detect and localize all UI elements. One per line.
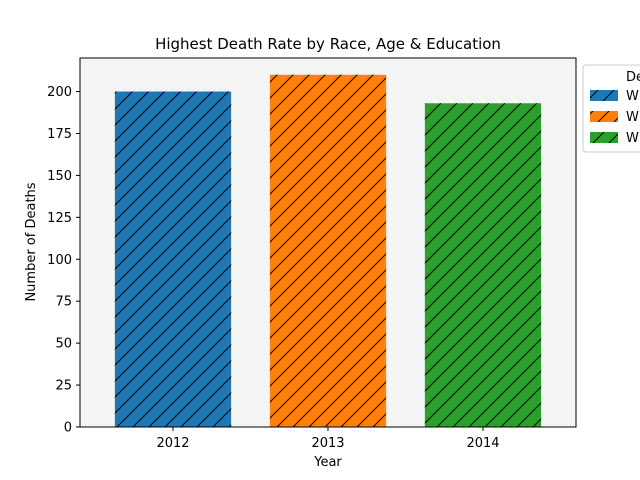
x-axis-ticks: 2012 2013 2014 (156, 427, 500, 451)
legend-swatch-hatch-1 (590, 111, 618, 122)
y-tick-label-150: 150 (47, 169, 72, 184)
bar-hatch-2012 (114, 91, 232, 427)
chart-title: Highest Death Rate by Race, Age & Educat… (155, 35, 501, 53)
legend-swatch-hatch-0 (590, 90, 618, 101)
legend-title: De (626, 70, 640, 85)
x-tick-label-2014: 2014 (466, 436, 499, 451)
y-tick-label-100: 100 (47, 253, 72, 268)
legend-label-2: W (626, 131, 639, 146)
y-tick-label-25: 25 (55, 379, 72, 394)
y-axis-label: Number of Deaths (24, 182, 39, 301)
y-tick-label-200: 200 (47, 85, 72, 100)
x-tick-label-2012: 2012 (156, 436, 189, 451)
y-tick-label-175: 175 (47, 127, 72, 142)
legend: De WWW (582, 64, 640, 153)
legend-label-1: W (626, 110, 639, 125)
y-tick-label-125: 125 (47, 211, 72, 226)
legend-box (582, 64, 640, 153)
x-axis-label: Year (313, 455, 342, 470)
x-tick-label-2013: 2013 (311, 436, 344, 451)
y-tick-label-0: 0 (64, 421, 72, 436)
bar-hatch-2013 (269, 74, 387, 427)
y-axis-ticks: 0 25 50 75 100 125 150 175 200 (47, 85, 80, 436)
bars-group (114, 74, 542, 427)
bar-hatch-2014 (424, 103, 542, 427)
legend-swatch-hatch-2 (590, 132, 618, 143)
plot-frame (79, 57, 577, 428)
legend-label-0: W (626, 89, 639, 104)
y-tick-label-75: 75 (55, 295, 72, 310)
y-tick-label-50: 50 (55, 337, 72, 352)
